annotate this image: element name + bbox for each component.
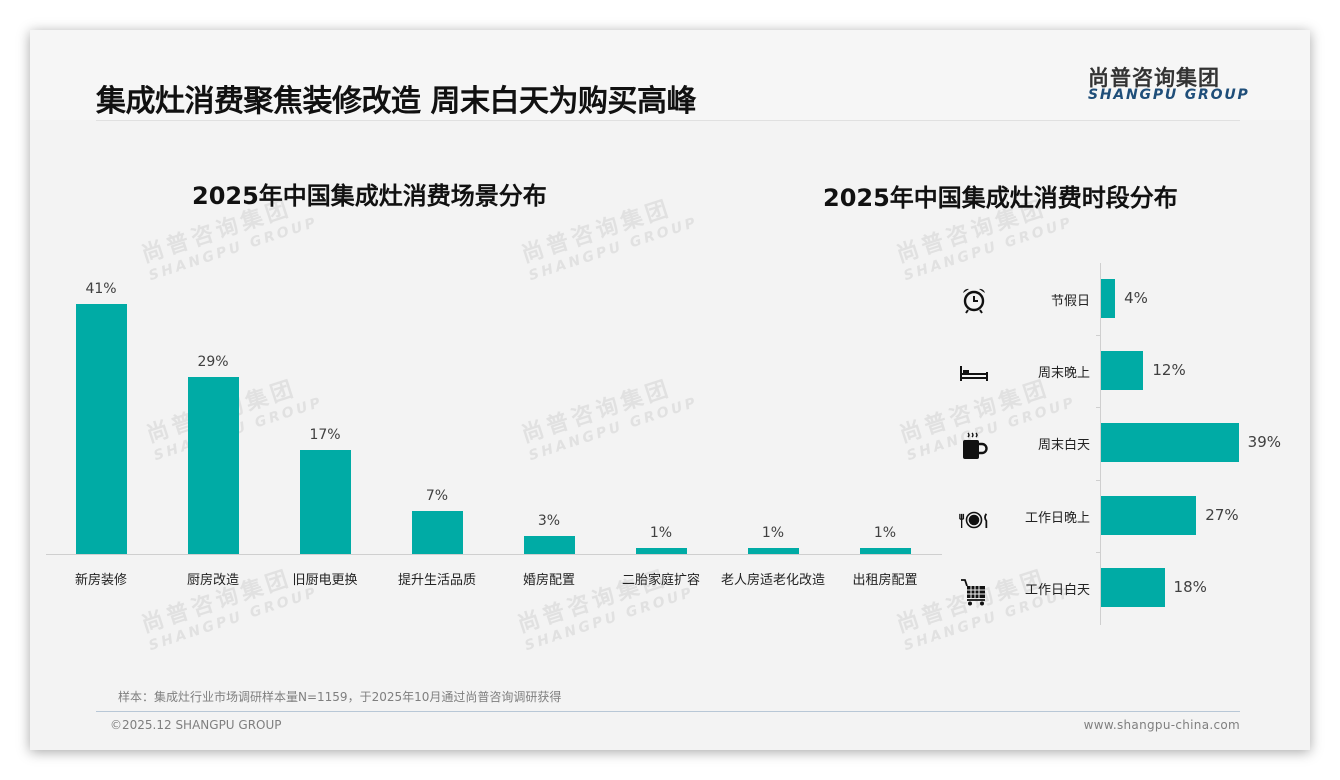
time-category-label: 工作日晚上	[1024, 510, 1090, 526]
title-divider	[96, 120, 1240, 121]
scenario-bar	[300, 450, 351, 554]
scenario-bar-value: 41%	[85, 280, 117, 297]
x-axis-line	[46, 554, 942, 555]
scenario-chart-title: 2025年中国集成灶消费场景分布	[192, 182, 547, 210]
header-band	[30, 30, 1310, 120]
time-bar-value: 12%	[1152, 361, 1186, 380]
scenario-category-label: 厨房改造	[186, 573, 239, 588]
axis-tick	[1096, 479, 1100, 481]
scenario-bar-value: 7%	[425, 488, 449, 505]
time-bar	[1101, 567, 1165, 607]
plate-fork-knife-icon	[959, 511, 988, 529]
time-bar-value: 4%	[1124, 289, 1148, 307]
scenario-bar-value: 29%	[197, 354, 229, 371]
alarm-clock-icon	[963, 288, 985, 314]
scenario-bar	[524, 535, 575, 554]
time-category-label: 工作日白天	[1024, 582, 1090, 598]
scenario-category-label: 新房装修	[74, 573, 127, 588]
copyright: ©2025.12 SHANGPU GROUP	[110, 718, 282, 732]
time-bar-value: 18%	[1173, 577, 1207, 596]
time-bar	[1101, 351, 1144, 391]
page-title: 集成灶消费聚焦装修改造 周末白天为购买高峰	[96, 84, 696, 119]
scenario-bar-value: 17%	[309, 427, 341, 444]
scenario-bar	[188, 377, 239, 554]
time-category-label: 周末白天	[1037, 438, 1090, 454]
scenario-category-label: 旧厨电更换	[292, 573, 358, 588]
logo-cn: 尚普咨询集团	[1088, 66, 1220, 90]
scenario-bar	[636, 547, 687, 554]
scenario-bar	[860, 547, 911, 554]
bed-icon	[960, 366, 988, 381]
scenario-category-label: 老人房适老化改造	[720, 573, 825, 588]
time-bar	[1101, 279, 1116, 318]
scenario-category-label: 出租房配置	[852, 573, 918, 588]
scenario-bar	[76, 303, 127, 554]
time-bar	[1101, 495, 1197, 535]
time-category-label: 周末晚上	[1037, 366, 1090, 382]
slide: 集成灶消费聚焦装修改造 周末白天为购买高峰 尚普咨询集团 SHANGPU GRO…	[30, 30, 1310, 750]
axis-tick	[1096, 551, 1100, 553]
logo-en: SHANGPU GROUP	[1088, 87, 1250, 103]
time-chart-title: 2025年中国集成灶消费时段分布	[823, 184, 1178, 212]
scenario-bar	[412, 511, 463, 554]
time-category-label: 节假日	[1050, 294, 1090, 309]
scenario-bar-value: 1%	[761, 524, 785, 541]
scenario-category-label: 婚房配置	[522, 573, 575, 588]
scenario-category-label: 提升生活品质	[397, 573, 476, 588]
scenario-bar	[748, 547, 799, 554]
shopping-cart-icon	[961, 579, 985, 606]
hot-coffee-cup-icon	[963, 432, 988, 459]
scenario-category-label: 二胎家庭扩容	[621, 573, 700, 588]
time-bar-value: 27%	[1205, 505, 1239, 524]
scenario-bar-value: 3%	[537, 512, 561, 529]
time-bar	[1101, 423, 1239, 463]
y-axis-line	[1100, 263, 1101, 625]
scenario-bar-value: 1%	[873, 524, 897, 541]
footer-divider	[96, 711, 1240, 712]
axis-tick	[1096, 407, 1100, 409]
sample-note: 样本：集成灶行业市场调研样本量N=1159，于2025年10月通过尚普咨询调研获…	[118, 690, 562, 704]
axis-tick	[1096, 335, 1100, 337]
time-bar-value: 39%	[1247, 433, 1281, 452]
scenario-bar-value: 1%	[649, 524, 673, 541]
website-link[interactable]: www.shangpu-china.com	[1083, 718, 1240, 732]
